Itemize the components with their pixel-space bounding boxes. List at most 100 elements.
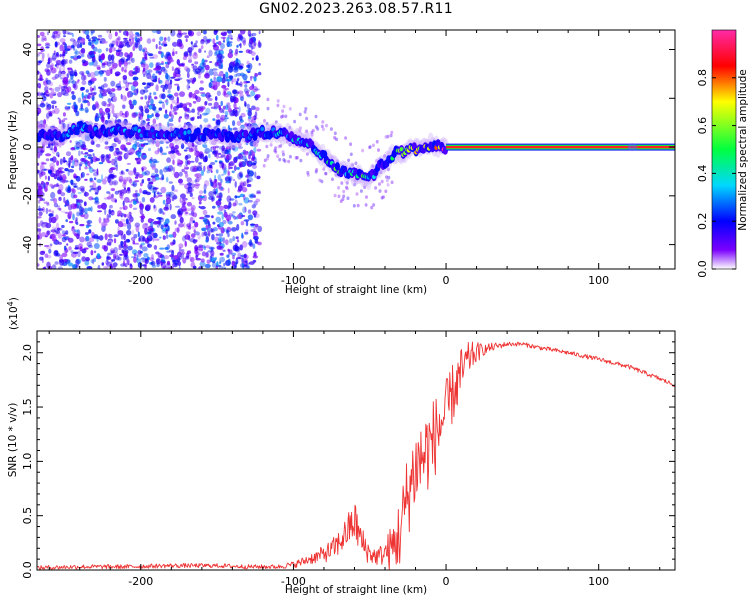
- spectrogram-speckle: [206, 55, 210, 59]
- spectrogram-speckle: [97, 264, 101, 269]
- x-tick-label: 100: [588, 575, 609, 588]
- spectrogram-speckle: [61, 88, 67, 96]
- spectrogram-speckle: [306, 170, 310, 175]
- spectrogram-speckle: [325, 123, 328, 128]
- spectrogram-speckle: [330, 155, 334, 160]
- spectrogram-speckle: [263, 158, 267, 163]
- spectrogram-speckle: [227, 81, 230, 88]
- spectrogram-speckle: [85, 109, 89, 113]
- spectrogram-speckle: [204, 214, 211, 218]
- spectrogram-speckle: [228, 162, 231, 170]
- spectrogram-speckle: [96, 66, 101, 71]
- spectrogram-speckle: [37, 82, 42, 89]
- spectrogram-speckle: [210, 106, 216, 109]
- spectrogram-speckle: [63, 117, 68, 121]
- spectrogram-speckle: [167, 36, 171, 42]
- spectrogram-speckle: [50, 191, 56, 199]
- spectrogram-speckle: [84, 30, 90, 35]
- spectrogram-speckle: [229, 146, 232, 151]
- spectrogram-speckle: [282, 158, 286, 162]
- spectrogram-speckle: [48, 216, 52, 224]
- spectrogram-speckle: [255, 94, 261, 99]
- spectrogram-speckle: [101, 156, 105, 163]
- spectrogram-speckle: [253, 160, 258, 165]
- spectrogram-speckle: [51, 264, 57, 269]
- spectrogram-speckle: [70, 250, 74, 254]
- spectrogram-y-axis-label: Frequency (Hz): [7, 110, 19, 189]
- spectrogram-speckle: [155, 84, 159, 92]
- spectrogram-speckle: [60, 64, 65, 67]
- spectrogram-speckle: [91, 197, 97, 200]
- spectrogram-speckle: [151, 158, 158, 164]
- spectrogram-speckle: [71, 226, 75, 229]
- spectrogram-speckle: [349, 142, 353, 146]
- spectrogram-speckle: [140, 257, 147, 260]
- spectrogram-speckle: [252, 255, 258, 259]
- spectrogram-speckle: [353, 182, 357, 187]
- spectrogram-speckle: [47, 175, 51, 181]
- spectrogram-speckle: [188, 78, 194, 81]
- spectrogram-speckle: [123, 260, 125, 267]
- spectrogram-speckle: [245, 220, 249, 227]
- spectrogram-speckle: [62, 122, 66, 130]
- spectrogram-speckle: [247, 177, 253, 182]
- spectrogram-speckle: [194, 146, 198, 152]
- spectrogram-speckle: [231, 79, 234, 85]
- spectrogram-speckle: [159, 36, 164, 42]
- spectrogram-speckle: [55, 142, 59, 147]
- spectrogram-speckle: [126, 150, 131, 153]
- spectrogram-speckle: [79, 223, 85, 227]
- spectrogram-speckle: [41, 123, 48, 128]
- spectrogram-speckle: [124, 96, 127, 101]
- spectrogram-speckle: [250, 229, 256, 232]
- spectrogram-speckle: [283, 159, 287, 163]
- spectrogram-speckle: [249, 38, 254, 45]
- spectrogram-speckle: [82, 147, 88, 151]
- spectrogram-speckle: [139, 188, 142, 194]
- spectrogram-speckle: [157, 191, 160, 195]
- spectrogram-speckle: [40, 171, 46, 176]
- spectrogram-speckle: [150, 98, 154, 105]
- spectrogram-speckle: [79, 203, 82, 207]
- spectrogram-speckle: [137, 174, 144, 178]
- spectrogram-speckle: [151, 30, 158, 34]
- spectrogram-speckle: [154, 176, 160, 181]
- spectrogram-speckle: [217, 174, 222, 181]
- spectrogram-speckle: [182, 257, 187, 264]
- spectrogram-speckle: [251, 157, 255, 162]
- spectrogram-speckle: [186, 250, 192, 255]
- spectrogram-speckle: [108, 111, 111, 118]
- spectrogram-speckle: [218, 71, 224, 77]
- spectrogram-speckle: [41, 35, 47, 40]
- spectrogram-speckle: [132, 181, 138, 188]
- spectrogram-speckle: [220, 114, 226, 121]
- spectrogram-speckle: [88, 62, 94, 66]
- spectrogram-speckle: [226, 104, 231, 109]
- spectrogram-speckle: [195, 173, 202, 178]
- spectrogram-speckle: [91, 96, 94, 100]
- spectrogram-speckle: [132, 193, 138, 198]
- spectrogram-speckle: [90, 71, 96, 79]
- spectrogram-speckle: [256, 192, 262, 195]
- spectrogram-speckle: [208, 246, 215, 250]
- spectrogram-speckle: [167, 89, 171, 94]
- spectrogram-speckle: [112, 65, 117, 70]
- spectrogram-speckle: [230, 95, 235, 103]
- spectrogram-speckle: [138, 237, 141, 242]
- spectrogram-speckle: [89, 185, 94, 188]
- spectrogram-speckle: [65, 58, 68, 65]
- spectrogram-speckle: [337, 186, 340, 190]
- spectrogram-speckle: [119, 194, 123, 199]
- spectrogram-speckle: [178, 178, 183, 184]
- spectrogram-speckle: [236, 223, 240, 231]
- spectrogram-speckle: [121, 113, 125, 116]
- spectrogram-speckle: [88, 165, 92, 169]
- spectrogram-speckle: [329, 127, 333, 131]
- spectrogram-speckle: [101, 70, 107, 73]
- spectrogram-speckle: [212, 118, 216, 121]
- spectrogram-speckle: [79, 49, 85, 56]
- spectrogram-speckle: [200, 258, 205, 263]
- spectrogram-speckle: [84, 237, 88, 243]
- spectrogram-speckle: [127, 245, 133, 251]
